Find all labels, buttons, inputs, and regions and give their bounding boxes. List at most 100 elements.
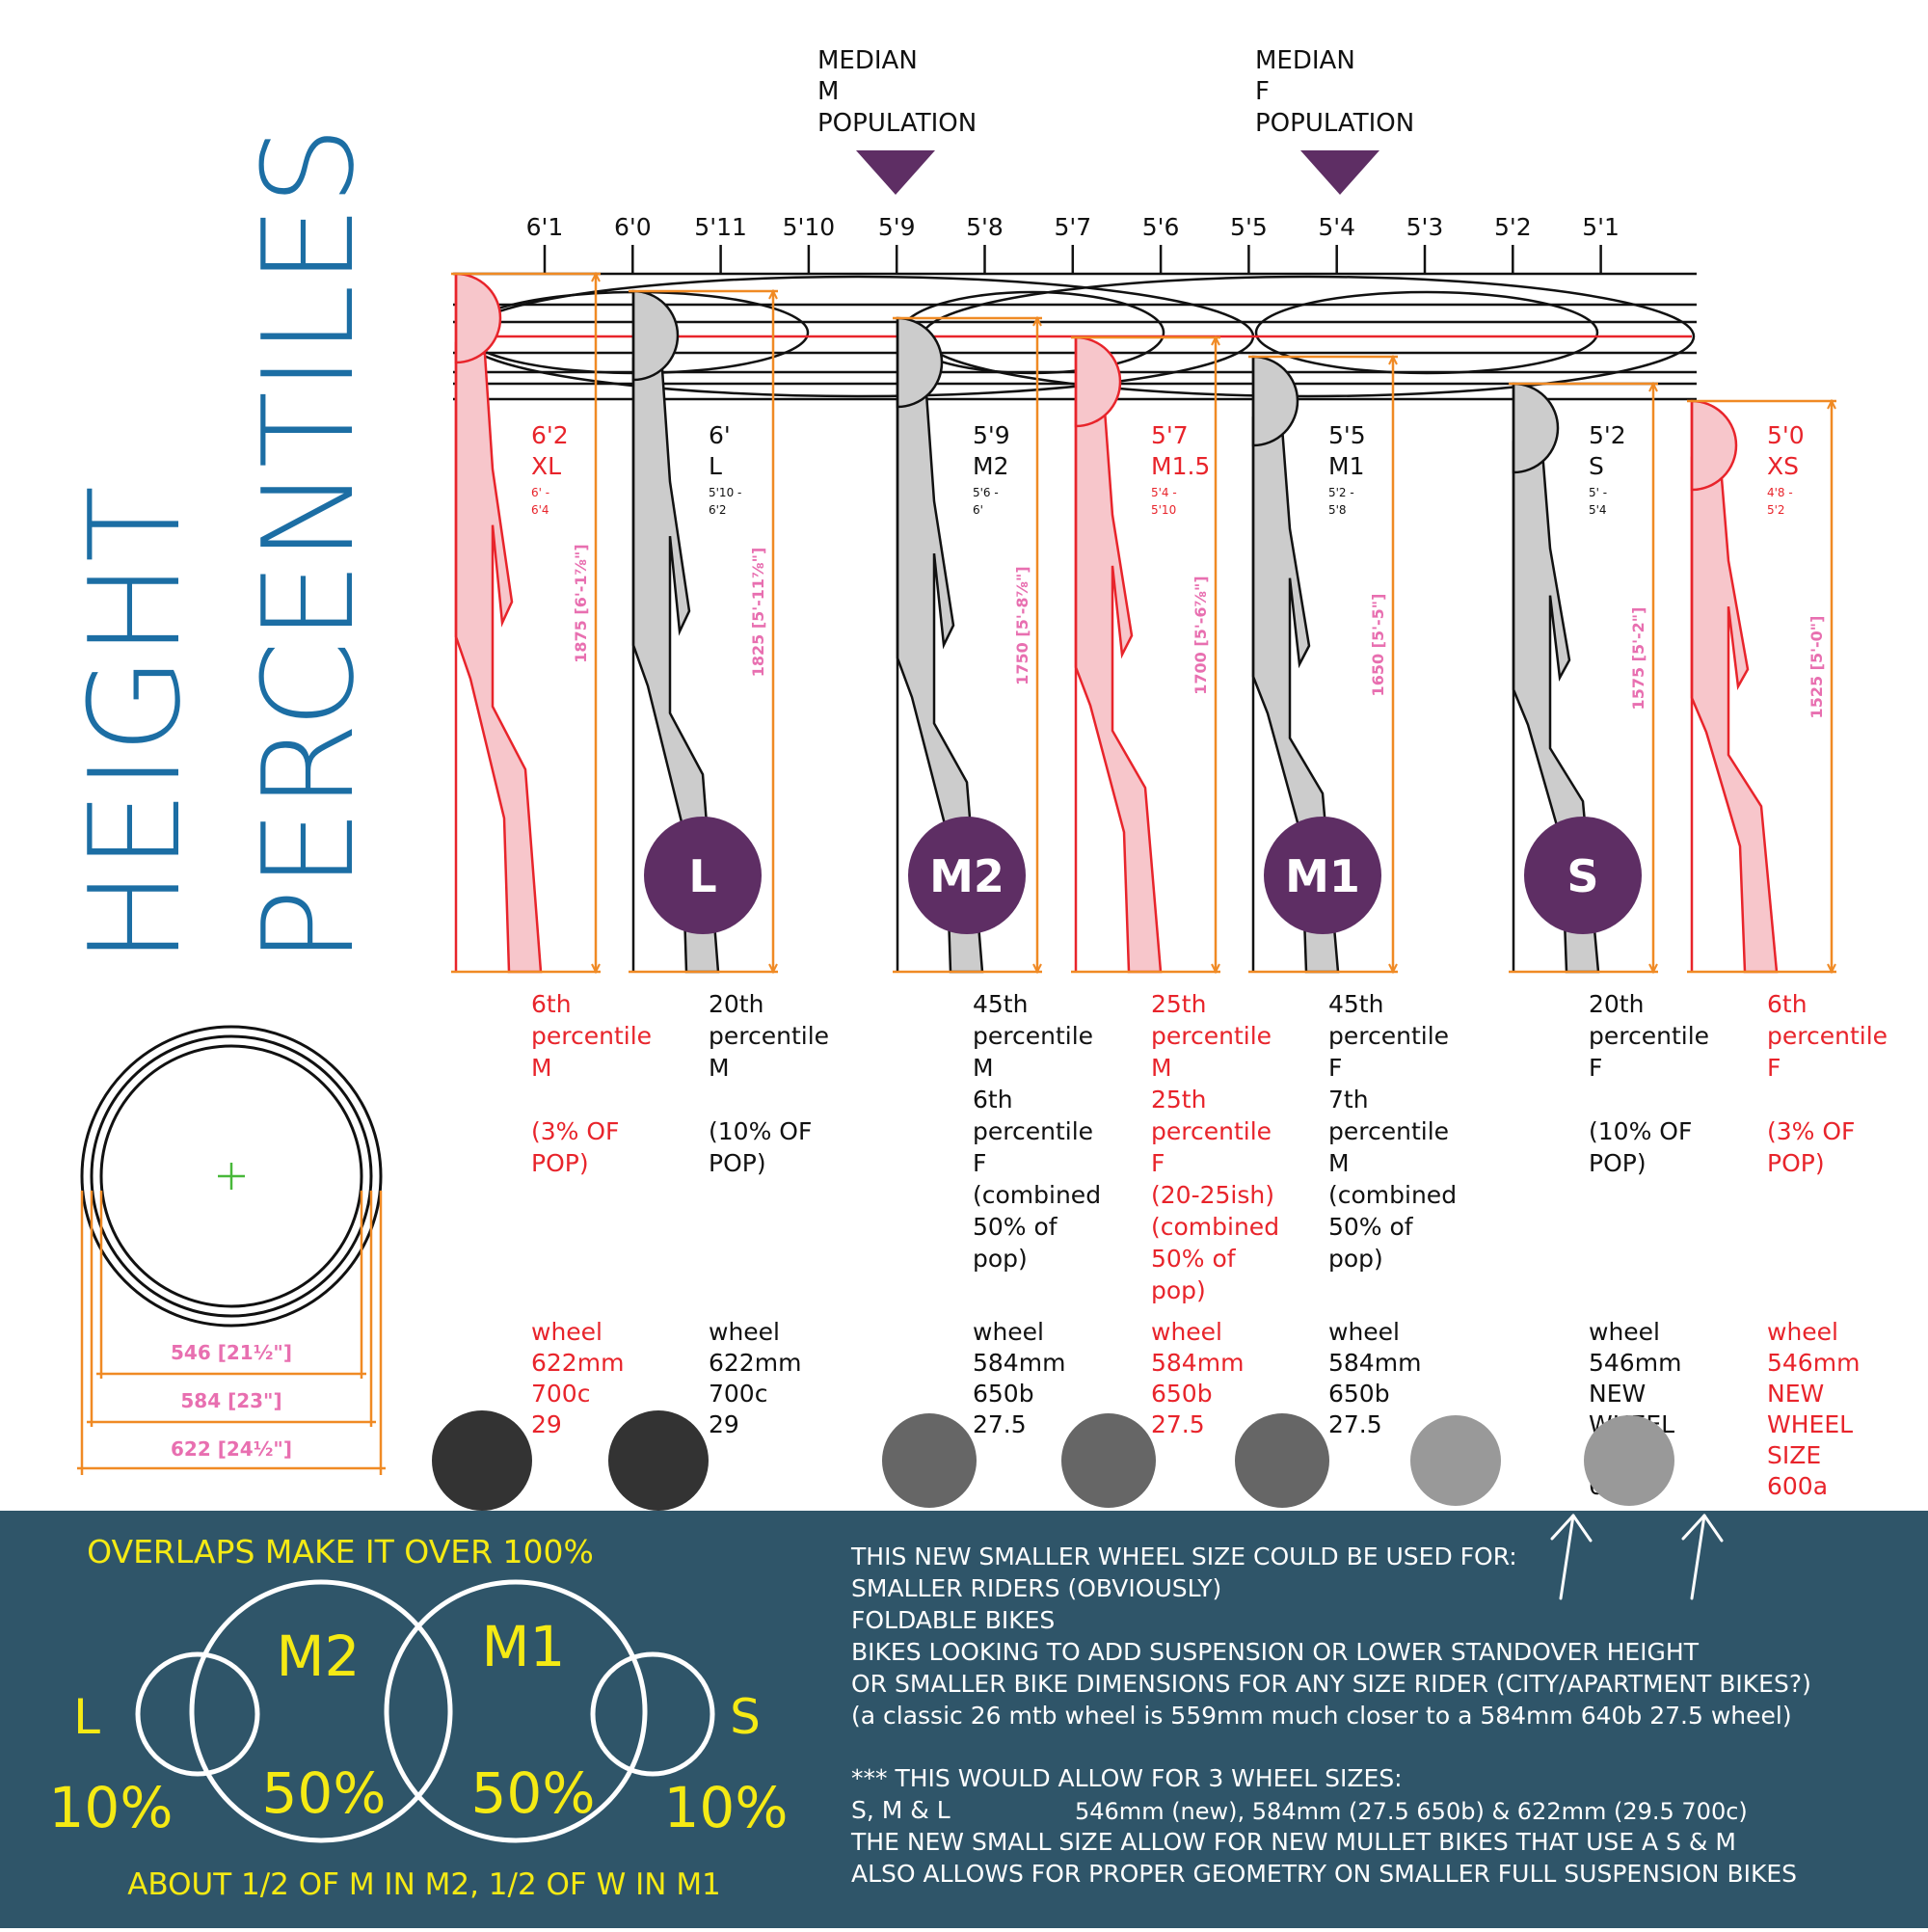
new-size-arrows <box>1550 1514 1724 1600</box>
percentile-text-line: percentile <box>1589 1022 1709 1050</box>
wheel-text-line: wheel <box>1767 1318 1838 1346</box>
height-tick-label: 5'2 <box>1494 213 1532 241</box>
figure-head <box>1512 382 1560 474</box>
wheel-text-line: wheel <box>973 1318 1044 1346</box>
percentile-text-line: M <box>709 1054 730 1082</box>
percentile-text-line: (3% OF <box>1767 1117 1855 1145</box>
figure-range-label: 6' <box>973 503 983 517</box>
figure-range-label: 5'4 - <box>1151 486 1177 499</box>
wheel-text-line: 650b <box>973 1380 1034 1408</box>
figure-m1.5: 1700 [5'-6⅞"] 5'7 M1.5 5'4 - 5'10 25th percent… <box>1071 335 1279 1438</box>
height-tick-label: 5'7 <box>1054 213 1091 241</box>
figure-head <box>1251 355 1299 447</box>
median-m-marker: MEDIAN M POPULATION <box>817 46 977 195</box>
height-dimension-label: 1825 [5'-11⅞"] <box>749 548 767 678</box>
overlap-title: OVERLAPS MAKE IT OVER 100% <box>87 1533 594 1570</box>
wheel-size-diagram: 546 [21½"] 584 [23"] 622 [24½"] <box>77 1025 386 1475</box>
height-tick-label: 5'11 <box>694 213 747 241</box>
figure-head <box>631 289 680 382</box>
wheel-text-line: 650b <box>1151 1380 1213 1408</box>
title-line-percentiles: PERCENTILES <box>235 126 382 964</box>
percentile-text-line: 6th <box>1767 990 1808 1018</box>
figure-height-label: 5'5 <box>1328 421 1366 449</box>
height-dimension-label: 1700 [5'-6⅞"] <box>1192 576 1210 694</box>
percentile-text-line: M <box>1151 1054 1172 1082</box>
figure-range-label: 4'8 - <box>1767 486 1793 499</box>
percentile-text-line: F <box>1589 1054 1602 1082</box>
percentile-text-line: F <box>1151 1149 1165 1177</box>
note-line: SMALLER RIDERS (OBVIOUSLY) <box>851 1574 1221 1602</box>
wheel-icon <box>882 1413 977 1508</box>
note-line: S, M & L <box>851 1796 951 1824</box>
figure-height-label: 5'9 <box>973 421 1010 449</box>
percentile-text-line: (20-25ish) <box>1151 1181 1274 1209</box>
median-f-triangle-icon <box>1300 150 1379 195</box>
figure-range-label: 5'6 - <box>973 486 999 499</box>
percentile-text-line: (3% OF <box>531 1117 619 1145</box>
figure-m2: 1750 [5'-8⅞"] 5'9 M2 5'6 - 6' 45th percentile M… <box>893 315 1101 1438</box>
note-line: FOLDABLE BIKES <box>851 1606 1055 1634</box>
wheel-text-line: 27.5 <box>1328 1410 1382 1438</box>
wheel-text-line: 27.5 <box>973 1410 1027 1438</box>
percentile-text-line: pop) <box>973 1245 1028 1273</box>
median-f-line-2: F <box>1255 77 1270 106</box>
wheel-icon <box>1061 1413 1156 1508</box>
figure-range-label: 6'2 <box>709 503 727 517</box>
height-dimension-label: 1875 [6'-1⅞"] <box>572 544 590 662</box>
note-sizes-value: 546mm (new), 584mm (27.5 650b) & 622mm (… <box>1075 1798 1748 1825</box>
venn-pct-s: 10% <box>664 1775 789 1840</box>
figure-size-label: M2 <box>973 452 1008 480</box>
wheel-icon <box>1410 1415 1501 1506</box>
figure-l: 1825 [5'-11⅞"] 6' L 5'10 - 6'2 20th percentile… <box>629 288 829 1438</box>
percentile-text-line: POP) <box>709 1149 766 1177</box>
wheel-text-line: WHEEL <box>1767 1410 1853 1438</box>
figure-m1: 1650 [5'-5"] 5'5 M1 5'2 - 5'8 45th percentile F… <box>1248 354 1457 1438</box>
title-line-height: HEIGHT <box>62 486 208 964</box>
figure-height-label: 5'0 <box>1767 421 1805 449</box>
percentile-text-line: POP) <box>531 1149 589 1177</box>
percentile-text-line: F <box>1767 1054 1781 1082</box>
percentile-text-line: 6th <box>531 990 572 1018</box>
figure-head <box>454 272 502 364</box>
wheel-text-line: wheel <box>531 1318 602 1346</box>
wheel-text-line: 29 <box>531 1410 562 1438</box>
percentile-text-line: pop) <box>1151 1276 1206 1304</box>
wheel-text-line: 546mm <box>1589 1349 1681 1377</box>
height-tick-label: 6'1 <box>526 213 564 241</box>
percentile-text-line: M <box>973 1054 994 1082</box>
wheel-text-line: NEW <box>1589 1380 1646 1408</box>
wheel-row <box>432 1410 1674 1511</box>
percentile-text-line: percentile <box>1767 1022 1888 1050</box>
wheel-text-line: 584mm <box>1151 1349 1244 1377</box>
percentile-text-line: percentile <box>1151 1022 1272 1050</box>
median-f-marker: MEDIAN F POPULATION <box>1255 46 1414 195</box>
wheel-size-notes: THIS NEW SMALLER WHEEL SIZE COULD BE USE… <box>850 1543 1811 1888</box>
figure-head <box>1074 335 1122 428</box>
percentile-text-line: (combined <box>1328 1181 1457 1209</box>
wheel-icon <box>608 1410 709 1511</box>
overlap-venn: OVERLAPS MAKE IT OVER 100% L M2 M1 S 10%… <box>49 1533 789 1902</box>
figure-row: 1875 [6'-1⅞"] 6'2 XL 6' - 6'4 6th percentile M (… <box>451 271 1888 1500</box>
note-line: ALSO ALLOWS FOR PROPER GEOMETRY ON SMALL… <box>851 1860 1797 1888</box>
percentile-text-line: 45th <box>1328 990 1383 1018</box>
wheel-icon <box>1235 1413 1329 1508</box>
percentile-text-line: 50% of <box>1151 1245 1237 1273</box>
figure-range-label: 5' - <box>1589 486 1607 499</box>
overlap-footer: ABOUT 1/2 OF M IN M2, 1/2 OF W IN M1 <box>127 1867 721 1902</box>
wheel-icon <box>1584 1415 1674 1506</box>
height-tick-label: 5'6 <box>1142 213 1180 241</box>
percentile-text-line: 25th <box>1151 1086 1206 1114</box>
size-badge <box>908 817 1026 934</box>
figure-xl: 1875 [6'-1⅞"] 6'2 XL 6' - 6'4 6th percentile M (… <box>451 271 652 1438</box>
figure-range-label: 6' - <box>531 486 549 499</box>
height-tick-label: 5'8 <box>966 213 1004 241</box>
figure-s: 1575 [5'-2"] 5'2 S 5' - 5'4 20th percentile F (1… <box>1509 381 1709 1500</box>
note-line: OR SMALLER BIKE DIMENSIONS FOR ANY SIZE … <box>851 1670 1811 1698</box>
wheel-text-line: SIZE <box>1767 1441 1821 1469</box>
figure-size-label: M1.5 <box>1151 452 1210 480</box>
wheel-text-line: wheel <box>1328 1318 1400 1346</box>
wheel-text-line: wheel <box>1589 1318 1660 1346</box>
note-line: *** THIS WOULD ALLOW FOR 3 WHEEL SIZES: <box>851 1764 1403 1792</box>
wheel-dim-622: 622 [24½"] <box>171 1437 292 1461</box>
